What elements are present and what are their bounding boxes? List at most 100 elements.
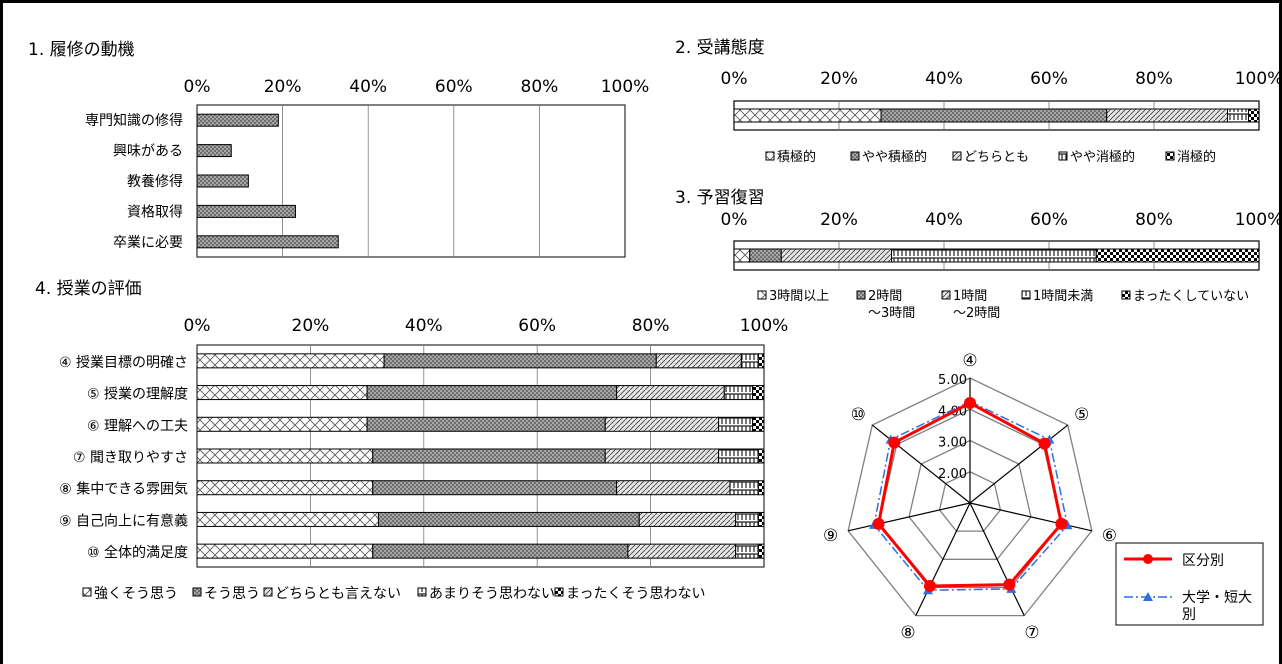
chart4-bar-segment — [735, 543, 759, 559]
chart4-bar-segment — [752, 385, 765, 401]
chart4-bar-segment — [616, 385, 725, 401]
c3-legend-swatch — [856, 290, 866, 300]
radar-series-class-point — [924, 580, 937, 593]
chart1-category-label: 専門知識の修得 — [85, 112, 183, 129]
radar-web-ring — [938, 471, 1002, 532]
radar-series-class-point — [888, 436, 901, 449]
chart1-title: 1. 履修の動機 — [28, 40, 135, 60]
chart4-bar-segment — [723, 385, 754, 401]
chart1-bar — [196, 144, 232, 158]
chart4-bar-segment — [196, 416, 368, 432]
c3-tick-label: 100% — [1235, 210, 1282, 230]
chart4-tick-label: 80% — [632, 316, 670, 336]
c2-legend-label: どちらとも — [964, 150, 1029, 165]
chart3-group: 3. 予習復習 0% 20% 40% 60% 80% 100% 3時間以上 2時間～3時間 1… — [675, 188, 1282, 321]
radar-spoke — [969, 502, 1092, 532]
chart4-tick-label: 0% — [184, 316, 211, 336]
radar-web-ring — [908, 439, 1032, 560]
c3-legend-swatch — [941, 290, 951, 300]
c2-tick-label: 40% — [925, 69, 963, 89]
c2-legend-label: やや積極的 — [862, 149, 927, 165]
chart4-tick-label: 60% — [518, 316, 556, 336]
chart1-tick-label: 100% — [601, 77, 650, 97]
c3-bar-segment — [891, 248, 1097, 263]
radar-series-class-line — [876, 401, 1064, 588]
chart4-legend-swatch — [192, 587, 202, 597]
radar-spoke — [969, 424, 1069, 504]
c2-tick-label: 60% — [1030, 69, 1068, 89]
radar-tick-label: 3.00 — [938, 436, 967, 451]
c3-legend-label: 1時間未満 — [1033, 289, 1093, 304]
chart4-title: 4. 授業の評価 — [35, 279, 142, 299]
chart4-bar-segment — [757, 480, 765, 496]
c2-legend-swatch — [850, 151, 860, 161]
c2-bar-segment — [880, 108, 1108, 123]
chart1-tick-label: 60% — [435, 77, 473, 97]
c3-tick-label: 0% — [721, 210, 748, 230]
c2-legend-swatch — [952, 151, 962, 161]
chart4-bar-segment — [372, 448, 606, 464]
c2-legend-swatch — [1165, 151, 1175, 161]
radar-series-class-point — [964, 397, 976, 409]
c2-bar-segment — [733, 108, 882, 123]
chart1-tick-label: 20% — [264, 77, 302, 97]
radar-axis-label: ⑦ — [1024, 623, 1039, 643]
c3-legend-swatch — [1121, 290, 1131, 300]
radar-legend-box — [1115, 542, 1264, 626]
chart4-tick-label: 100% — [740, 316, 789, 336]
chart4-legend-swatch — [417, 587, 427, 597]
chart4-bar-segment — [196, 385, 368, 401]
radar-tick-label: 5.00 — [938, 373, 967, 388]
chart4-category-label: ⑤ 授業の理解度 — [87, 387, 188, 403]
c2-legend-label: 消極的 — [1177, 149, 1216, 165]
c2-bar-segment — [1248, 108, 1260, 123]
radar-axis-label: ⑤ — [1074, 405, 1089, 425]
chart4-bar-segment — [377, 511, 640, 527]
chart1-bar — [196, 174, 249, 188]
chart1-category-label: 資格取得 — [127, 203, 183, 220]
c2-tick-label: 80% — [1135, 69, 1173, 89]
chart4-bar-segment — [627, 543, 737, 559]
chart4-bar-segment — [366, 416, 606, 432]
chart4-legend-swatch — [554, 587, 564, 597]
chart4-bar-segment — [383, 353, 657, 369]
chart4-bar-segment — [655, 353, 742, 369]
radar-spoke — [969, 502, 1025, 616]
chart4-bar-segment — [372, 543, 629, 559]
chart4-bar-segment — [718, 416, 754, 432]
c2-legend-swatch — [1058, 151, 1068, 161]
radar-series-class-point — [1038, 437, 1051, 450]
chart4-bar-segment — [196, 353, 385, 369]
c2-tick-label: 20% — [820, 69, 858, 89]
radar-series-class-point — [1003, 578, 1016, 591]
chart1-bar — [196, 113, 279, 127]
chart1-tick-label: 0% — [184, 77, 211, 97]
radar-legend-univ-marker — [1143, 592, 1153, 601]
chart4-bar-segment — [757, 511, 765, 527]
chart4-bar-segment — [196, 543, 374, 559]
chart1-category-label: 卒業に必要 — [113, 235, 183, 251]
chart1-group: 1. 履修の動機 0% 20% 40% 60% 80% 100% 専門知識の修得興味がある… — [28, 40, 650, 258]
chart4-bar-segment — [604, 416, 720, 432]
c3-legend-swatch — [757, 290, 767, 300]
chart4-group: 4. 授業の評価 0% 20% 40% 60% 80% 100% ④ 授業目標の明確さ ⑤ … — [35, 279, 788, 602]
chart1-category-label: 興味がある — [113, 144, 183, 160]
chart4-tick-label: 20% — [292, 316, 330, 336]
radar-series-class-point — [1055, 517, 1068, 530]
radar-spoke — [871, 424, 971, 504]
radar-axis-label: ⑨ — [823, 526, 838, 546]
c3-tick-label: 60% — [1030, 210, 1068, 230]
chart4-category-label: ④ 授業目標の明確さ — [59, 355, 188, 371]
chart4-bar-segment — [638, 511, 737, 527]
chart1-tick-label: 40% — [349, 77, 387, 97]
c3-bar-segment — [733, 248, 751, 263]
chart4-bar-segment — [366, 385, 618, 401]
chart4-bar-segment — [196, 480, 374, 496]
radar-spoke — [915, 502, 971, 616]
c2-legend-label: やや消極的 — [1070, 149, 1135, 165]
chart4-bar-segment — [718, 448, 759, 464]
radar-series-univ-line — [873, 400, 1069, 592]
chart4-bar-segment — [757, 448, 765, 464]
c3-legend-swatch — [1021, 290, 1031, 300]
